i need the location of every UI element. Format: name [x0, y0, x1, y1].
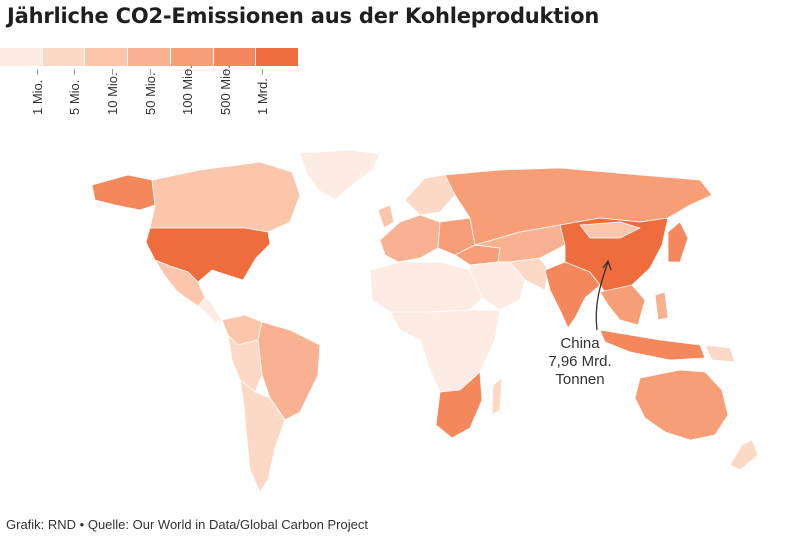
legend-label-5: 100 Mio. [180, 65, 195, 115]
region-greenland [299, 149, 381, 201]
region-indonesia [599, 329, 706, 361]
legend-tick [112, 69, 113, 75]
legend-swatch-7 [256, 48, 300, 66]
region-central-africa [389, 309, 501, 393]
region-japan [667, 221, 689, 263]
region-philippines [654, 291, 669, 321]
region-central-america [197, 297, 223, 323]
region-uk [377, 204, 395, 229]
region-australia [634, 369, 729, 441]
annotation-arrowhead [602, 259, 612, 271]
legend-swatch-3 [85, 48, 129, 66]
legend-tick [262, 69, 263, 75]
world-map [91, 149, 759, 493]
region-madagascar [491, 377, 503, 416]
region-new-zealand [729, 439, 759, 471]
region-iran [509, 257, 549, 291]
legend-label-6: 500 Mio. [218, 65, 233, 115]
annotation-country: China [560, 335, 600, 352]
region-canada [149, 161, 301, 233]
source-footer: Grafik: RND • Quelle: Our World in Data/… [6, 517, 368, 532]
legend-label-2: 5 Mio. [67, 79, 82, 115]
legend-swatch-1 [0, 48, 43, 66]
region-alaska [91, 174, 156, 211]
region-south-africa [435, 371, 483, 439]
region-brazil [257, 321, 321, 421]
legend-swatch-2 [42, 48, 86, 66]
legend-label-1: 1 Mio. [30, 79, 45, 115]
region-scandinavia [404, 174, 456, 216]
legend-tick [74, 69, 75, 75]
legend-swatch-5 [170, 48, 214, 66]
annotation-value: 7,96 Mrd. [548, 353, 612, 370]
region-southeast-asia [599, 284, 646, 326]
legend-label-7: 1 Mrd. [255, 78, 270, 115]
annotation-arrow [595, 261, 609, 331]
legend-swatch-6 [213, 48, 257, 66]
region-southern-cone [239, 379, 286, 493]
annotation-unit: Tonnen [555, 371, 605, 388]
region-andes [227, 334, 263, 393]
legend-label-3: 10 Mio. [105, 72, 120, 115]
legend-tick [225, 69, 226, 75]
legend-tick [187, 69, 188, 75]
legend-label-4: 50 Mio. [143, 72, 158, 115]
color-legend: 1 Mio. 5 Mio. 10 Mio. 50 Mio. 100 Mio. 5… [0, 48, 300, 138]
chart-title: Jährliche CO2-Emissionen aus der Kohlepr… [7, 4, 600, 28]
china-annotation: China 7,96 Mrd. Tonnen [535, 335, 625, 389]
legend-bar [0, 48, 300, 66]
region-north-africa [369, 261, 483, 313]
region-mongolia [579, 221, 641, 239]
region-png [704, 344, 736, 363]
legend-tick [150, 69, 151, 75]
legend-swatch-4 [128, 48, 171, 66]
legend-tick [37, 69, 38, 75]
